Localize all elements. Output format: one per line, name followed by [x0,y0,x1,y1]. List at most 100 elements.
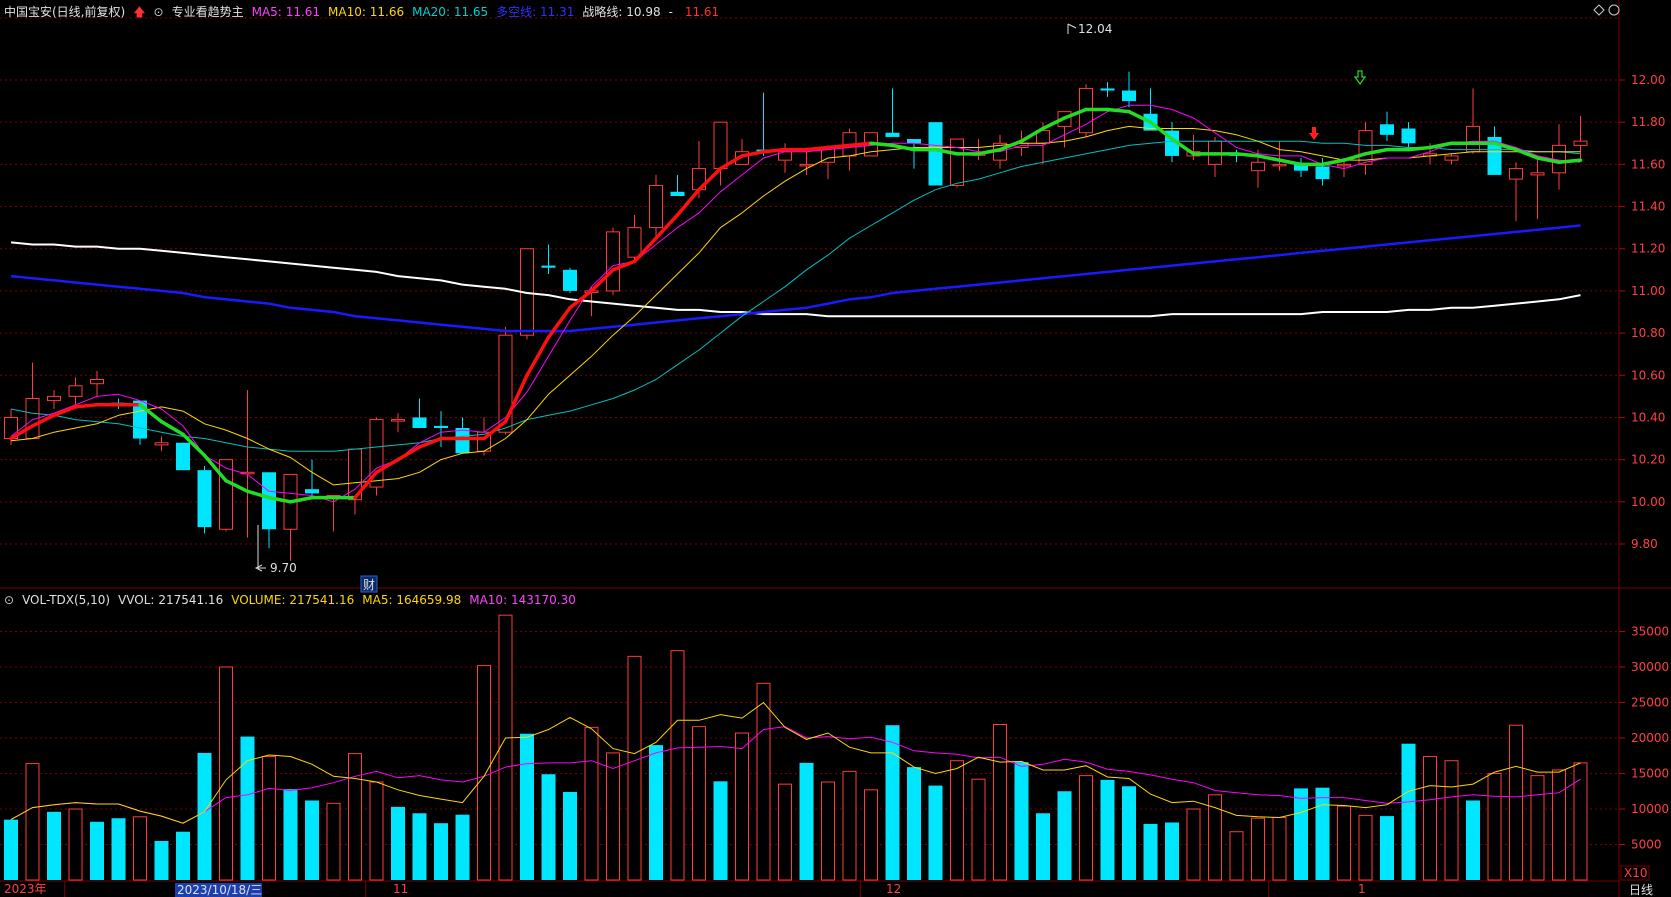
axis-layer: 9.80 10.00 10.20 10.40 10.60 10.80 11.00 11.20 1… [64,73,1669,897]
candle [1186,134,1201,161]
candle [928,122,943,186]
volume-bar [971,778,986,881]
trend-line-segment [546,306,572,340]
candle-body [627,227,642,258]
volume-bar [1380,816,1394,880]
zhanlue-label: 战略线: [582,5,623,19]
period-label[interactable]: 日线 [1629,883,1653,897]
top-right-diamond-icon[interactable] [1593,4,1605,16]
candle [1100,82,1115,97]
trend-line-segment [353,470,379,500]
candle-body [154,442,169,446]
volume-label: VOLUME: [231,593,286,607]
candle [1552,124,1566,190]
volume-panel[interactable] [4,614,1588,881]
candle [391,413,405,433]
volume-bar [1358,814,1373,881]
volume-tick-label: 15000 [1631,767,1669,781]
candle [950,138,964,188]
candle-body [1530,172,1545,176]
volume-bar [412,813,427,880]
candle-body [950,138,964,186]
price-tick-label: 9.80 [1631,537,1658,551]
volume-bar [90,821,104,880]
price-tick-label: 11.40 [1631,200,1665,214]
vol-ma10-value: 143170.30 [510,593,576,607]
candle-body [176,442,190,471]
candle [283,473,298,561]
time-label-jan: 1 [1358,882,1366,896]
candle-body [1315,166,1330,180]
volume-bar [176,831,190,880]
candle [90,371,104,397]
trend-line-segment [697,166,723,192]
candle [197,465,212,534]
trend-line-segment [654,213,680,240]
volume-bar [1294,788,1308,880]
price-tick-label: 11.00 [1631,284,1665,298]
trend-line-segment [503,373,529,424]
volume-bar [1509,724,1523,881]
duokong-label: 多空线: [496,5,537,19]
volume-bar [1100,779,1115,880]
trend-line-segment [1041,116,1067,131]
candle [1208,136,1222,178]
ma5-label: MA5: [251,5,282,19]
trend-line-segment [202,453,228,483]
volume-bar [735,732,749,881]
volume-bar [778,783,792,881]
volume-bar [369,781,384,881]
top-right-circle-icon[interactable] [1608,4,1620,16]
trend-line-segment [1148,120,1174,141]
candle [821,145,835,180]
candle-body [90,378,104,385]
trend-line-segment [1342,152,1368,162]
candle [240,390,255,538]
volume-tick-label: 20000 [1631,731,1669,745]
candle-body [412,417,427,428]
volume-bar [219,666,233,881]
candle-body [391,419,405,422]
volume-bar [756,682,771,881]
candle [1444,153,1459,165]
finance-marker[interactable]: 财 [360,575,378,593]
stock-name[interactable]: 中国宝安(日线,前复权) [4,5,126,19]
volume-unit-badge: X10 [1620,865,1650,881]
candle [670,174,685,196]
trend-line-segment [1127,109,1153,124]
candle-body [1401,128,1416,144]
trend-line-segment [826,143,852,150]
volume-bar [1401,743,1416,880]
candle [176,442,190,471]
trend-line-segment [1062,107,1088,120]
volume-bar [154,840,169,880]
trend-line-segment [9,424,35,441]
candle [1294,158,1308,178]
ma10-value: 11.66 [369,5,405,19]
price-tick-label: 10.80 [1631,326,1665,340]
ma5-value: 11.61 [285,5,321,19]
trend-line-segment [847,141,873,148]
candle-body [907,139,921,144]
zhanlue-value: 10.98 [626,5,661,19]
indicator-name[interactable]: 专业看趋势主 [171,5,244,19]
trend-line-segment [1514,147,1540,160]
volume-bar [434,823,448,880]
volume-bar [1573,762,1588,881]
price-panel[interactable] [4,71,1588,561]
candle [498,326,513,435]
dropdown-icon-vol[interactable]: ⊙ [4,593,15,607]
candle [47,390,61,410]
trend-line-segment [245,489,271,500]
volume-bar [4,819,18,880]
trend-line-segment [998,139,1024,152]
trend-line-segment [1256,154,1282,162]
candle-body [713,121,728,170]
candle-body [1122,90,1136,102]
volume-tick-label: 30000 [1631,660,1669,674]
price-legend: 中国宝安(日线,前复权) 🡅 ⊙ 专业看趋势主 MA5: 11.61 MA10: 11.6… [4,5,720,19]
vol-indicator-name[interactable]: VOL-TDX(5,10) [22,593,111,607]
candle [348,448,362,515]
dropdown-icon[interactable]: ⊙ [153,5,164,19]
